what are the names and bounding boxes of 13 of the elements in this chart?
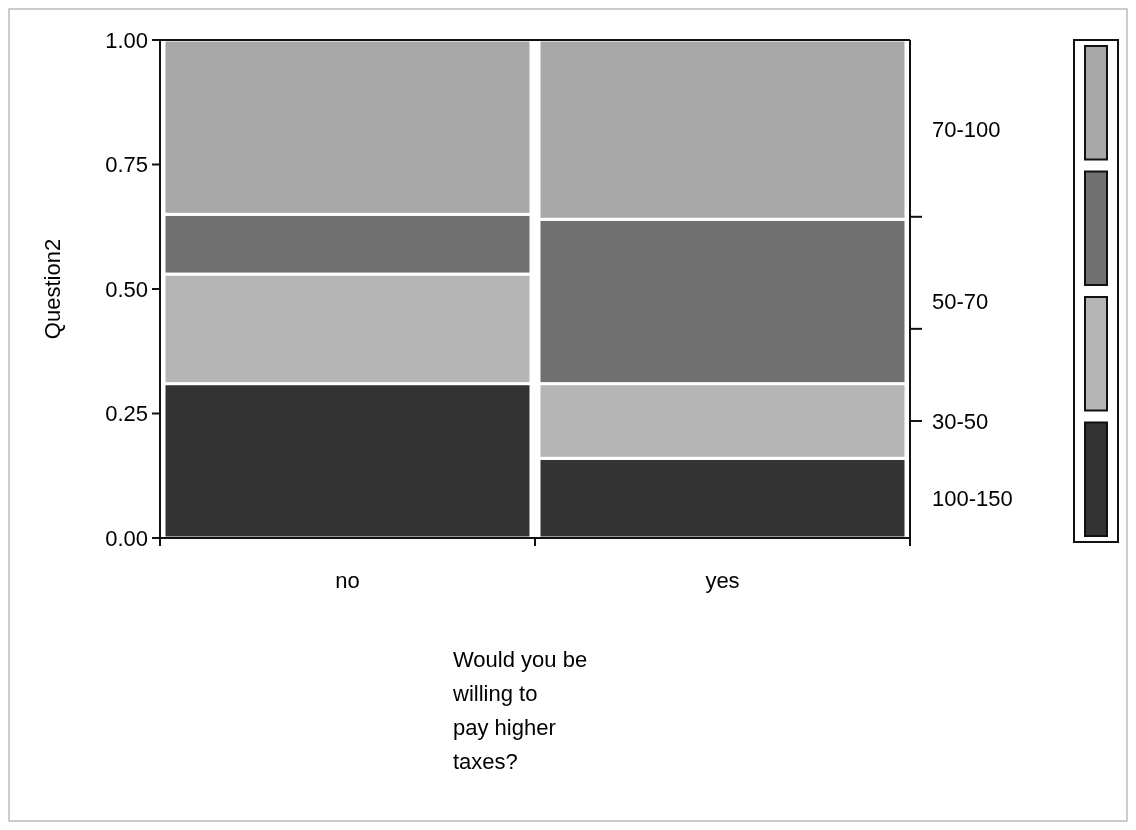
x-tick-label: yes [705,568,740,593]
series-label: 100-150 [932,485,1013,511]
y-tick-label: 0.50 [105,276,148,302]
y-tick-label: 1.00 [105,27,148,53]
y-tick-label: 0.25 [105,401,148,427]
y-axis-title: Question2 [40,238,65,340]
y-tick-label: 0.75 [105,152,148,178]
series-label: 70-100 [932,117,1001,143]
y-tick-label: 0.00 [105,525,148,551]
x-tick-label: no [335,568,360,593]
series-label: 50-70 [932,289,989,315]
x-axis-title: Would you be willing to pay higher taxes? [452,647,588,774]
series-label: 30-50 [932,408,989,434]
